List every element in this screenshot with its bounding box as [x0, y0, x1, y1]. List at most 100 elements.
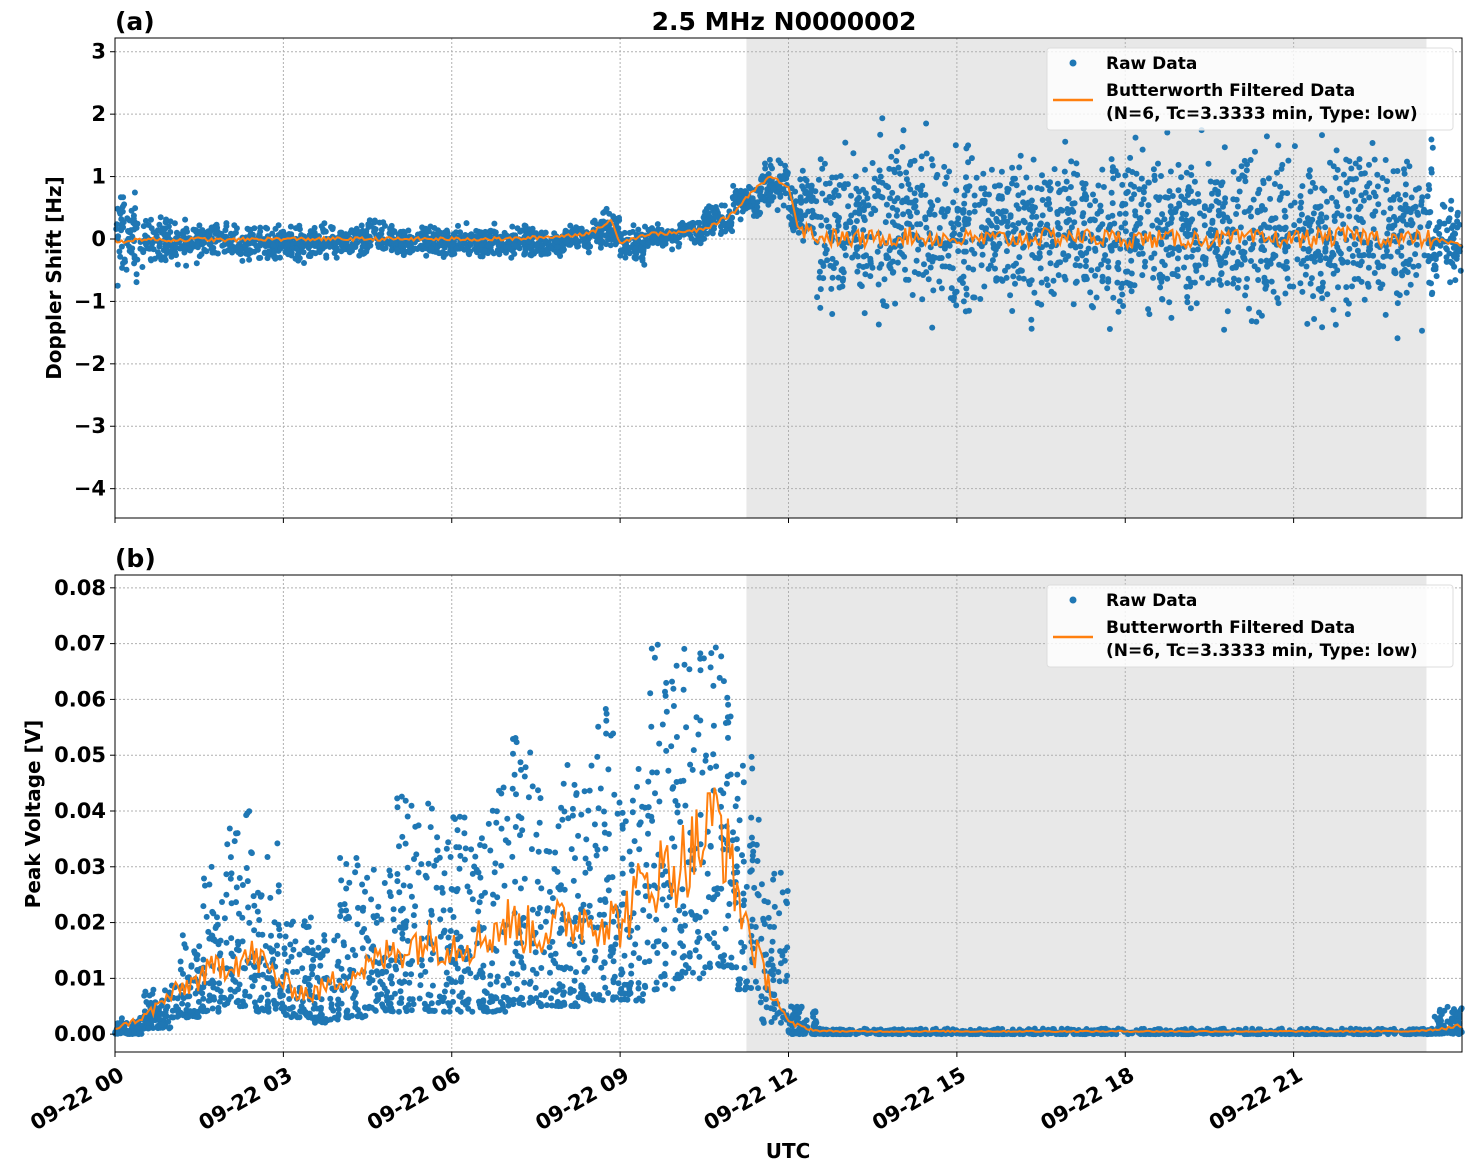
raw-data-point: [1139, 250, 1146, 257]
raw-data-point: [520, 914, 527, 921]
raw-data-point: [514, 971, 521, 978]
raw-data-point: [1142, 258, 1149, 265]
raw-data-point: [521, 773, 528, 780]
raw-data-point: [529, 906, 536, 913]
raw-data-point: [682, 969, 689, 976]
raw-data-point: [1216, 257, 1223, 264]
raw-data-point: [1219, 179, 1226, 186]
raw-data-point: [177, 958, 184, 965]
raw-data-point: [614, 810, 621, 817]
raw-data-point: [182, 216, 189, 223]
raw-data-point: [173, 252, 179, 259]
raw-data-point: [1038, 301, 1045, 308]
raw-data-point: [1349, 253, 1356, 259]
raw-data-point: [861, 310, 868, 317]
raw-data-point: [520, 964, 527, 971]
raw-data-point: [255, 972, 262, 979]
raw-data-point: [584, 244, 591, 251]
raw-data-point: [861, 217, 868, 224]
raw-data-point: [1046, 249, 1053, 256]
raw-data-point: [874, 248, 881, 255]
raw-data-point: [131, 189, 138, 196]
raw-data-point: [602, 706, 609, 712]
raw-data-point: [659, 871, 666, 878]
raw-data-point: [513, 986, 520, 992]
raw-data-point: [634, 783, 640, 790]
raw-data-point: [1054, 211, 1061, 217]
raw-data-point: [1311, 258, 1318, 265]
raw-data-point: [477, 968, 484, 974]
raw-data-point: [741, 944, 748, 950]
raw-data-point: [762, 160, 768, 167]
raw-data-point: [661, 926, 668, 933]
raw-data-point: [184, 993, 191, 1000]
raw-data-point: [1306, 167, 1313, 174]
raw-data-point: [1150, 274, 1157, 281]
raw-data-point: [1350, 259, 1357, 266]
raw-data-point: [1354, 247, 1361, 254]
raw-data-point: [121, 256, 128, 263]
raw-data-point: [543, 989, 550, 996]
raw-data-point: [1034, 227, 1041, 234]
raw-data-point: [782, 162, 789, 169]
raw-data-point: [556, 986, 563, 993]
raw-data-point: [718, 653, 725, 660]
raw-data-point: [234, 938, 241, 945]
raw-data-point: [945, 206, 951, 212]
raw-data-point: [239, 938, 246, 945]
raw-data-point: [582, 855, 589, 862]
raw-data-point: [490, 900, 497, 907]
raw-data-point: [981, 283, 988, 290]
raw-data-point: [1108, 189, 1115, 196]
raw-data-point: [1218, 271, 1225, 278]
raw-data-point: [687, 761, 694, 768]
raw-data-point: [498, 825, 505, 832]
raw-data-point: [1307, 280, 1314, 287]
raw-data-point: [1239, 172, 1246, 179]
raw-data-point: [876, 167, 883, 174]
raw-data-point: [712, 644, 719, 651]
raw-data-point: [353, 855, 360, 861]
raw-data-point: [1248, 258, 1254, 264]
raw-data-point: [592, 954, 599, 961]
raw-data-point: [1072, 244, 1079, 251]
raw-data-point: [264, 854, 271, 860]
raw-data-point: [1169, 271, 1176, 277]
raw-data-point: [1188, 253, 1195, 260]
raw-data-point: [276, 926, 283, 933]
raw-data-point: [742, 188, 749, 195]
raw-data-point: [568, 846, 575, 853]
raw-data-point: [626, 848, 633, 855]
raw-data-point: [1407, 281, 1414, 288]
raw-data-point: [1131, 282, 1138, 289]
raw-data-point: [402, 971, 409, 978]
raw-data-point: [1448, 197, 1455, 204]
raw-data-point: [166, 989, 173, 996]
raw-data-point: [1193, 300, 1200, 307]
raw-data-point: [1201, 203, 1208, 210]
raw-data-point: [1150, 166, 1157, 173]
raw-data-point: [1374, 171, 1381, 178]
raw-data-point: [427, 956, 434, 963]
raw-data-point: [314, 1015, 321, 1022]
raw-data-point: [1116, 210, 1123, 217]
raw-data-point: [634, 924, 641, 931]
raw-data-point: [1384, 178, 1391, 185]
raw-data-point: [962, 248, 969, 255]
raw-data-point: [227, 854, 234, 861]
raw-data-point: [450, 814, 457, 821]
raw-data-point: [1396, 292, 1403, 299]
raw-data-point: [956, 231, 963, 238]
raw-data-point: [1158, 173, 1164, 179]
raw-data-point: [650, 943, 657, 950]
raw-data-point: [681, 661, 688, 668]
raw-data-point: [1151, 177, 1158, 183]
raw-data-point: [602, 845, 609, 852]
raw-data-point: [765, 201, 772, 208]
raw-data-point: [1009, 180, 1015, 187]
raw-data-point: [396, 978, 403, 985]
raw-data-point: [184, 1002, 191, 1008]
raw-data-point: [359, 881, 366, 888]
raw-data-point: [835, 274, 842, 281]
raw-data-point: [1405, 206, 1412, 213]
